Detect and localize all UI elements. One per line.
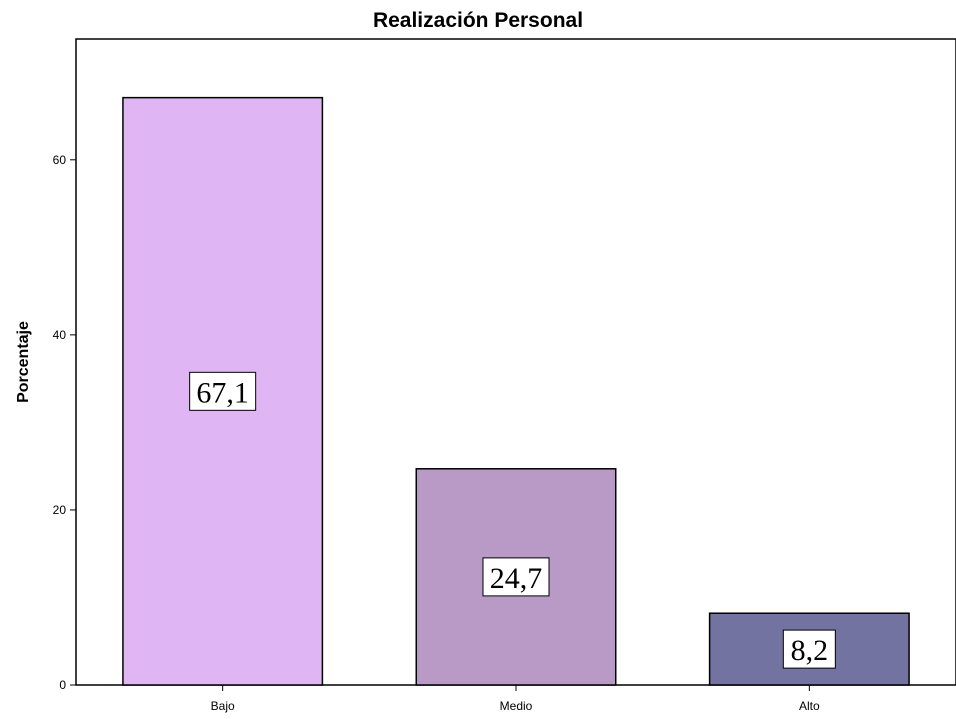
x-axis-categories: Bajo Medio Alto: [211, 685, 820, 713]
data-label: 24,7: [490, 562, 543, 595]
y-tick-label: 0: [59, 678, 66, 692]
x-category-label: Bajo: [211, 699, 235, 713]
x-category-label: Alto: [799, 699, 820, 713]
y-axis-label: Porcentaje: [15, 321, 32, 403]
data-label: 67,1: [196, 376, 249, 409]
data-label-box: [782, 629, 836, 669]
x-category-label: Medio: [500, 699, 533, 713]
data-label-box: [482, 557, 550, 597]
data-label: 8,2: [791, 634, 829, 667]
data-label-box: [189, 371, 257, 411]
y-tick-label: 60: [53, 153, 67, 167]
y-tick-label: 40: [53, 328, 67, 342]
y-axis-ticks: 0 20 40 60: [53, 153, 76, 692]
bars-group: 67,1 24,7 8,2: [122, 96, 910, 686]
y-tick-label: 20: [53, 503, 67, 517]
chart-title: Realización Personal: [373, 9, 583, 32]
